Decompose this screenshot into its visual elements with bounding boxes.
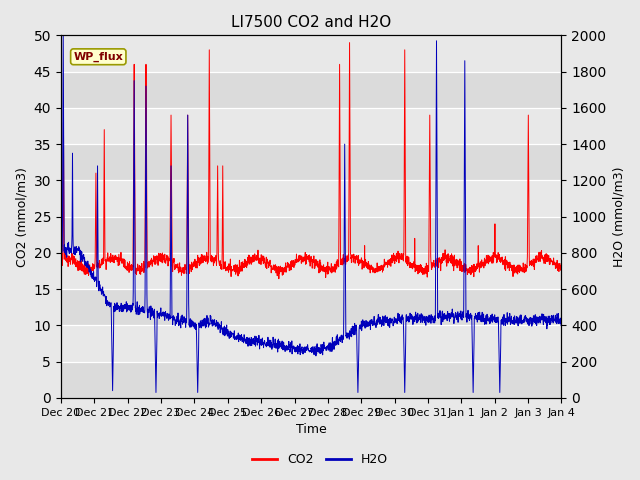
CO2 [196, 257, 204, 263]
Y-axis label: H2O (mmol/m3): H2O (mmol/m3) [612, 167, 625, 267]
Bar [61, 289, 561, 325]
H2O [514, 314, 522, 320]
H2O [528, 316, 536, 322]
Bar [61, 216, 561, 253]
H2O [457, 314, 465, 320]
CO2 [346, 40, 353, 46]
H2O [197, 324, 205, 330]
H2O [337, 338, 344, 344]
Line: CO2: CO2 [61, 43, 561, 279]
CO2 [326, 267, 333, 273]
Text: WP_flux: WP_flux [74, 52, 123, 62]
H2O [557, 318, 565, 324]
H2O [326, 345, 333, 350]
H2O [60, 33, 67, 38]
Bar [61, 361, 561, 398]
Bar [61, 72, 561, 108]
X-axis label: Time: Time [296, 423, 326, 436]
Line: H2O: H2O [61, 36, 561, 393]
CO2 [457, 265, 465, 271]
Title: LI7500 CO2 and H2O: LI7500 CO2 and H2O [231, 15, 391, 30]
CO2 [528, 258, 536, 264]
CO2 [557, 264, 565, 270]
CO2 [57, 259, 65, 265]
H2O [57, 250, 65, 256]
CO2 [337, 228, 344, 234]
CO2 [514, 271, 522, 277]
Legend: CO2, H2O: CO2, H2O [247, 448, 393, 471]
H2O [152, 390, 160, 396]
Bar [61, 144, 561, 180]
CO2 [275, 276, 283, 282]
Y-axis label: CO2 (mmol/m3): CO2 (mmol/m3) [15, 167, 28, 266]
